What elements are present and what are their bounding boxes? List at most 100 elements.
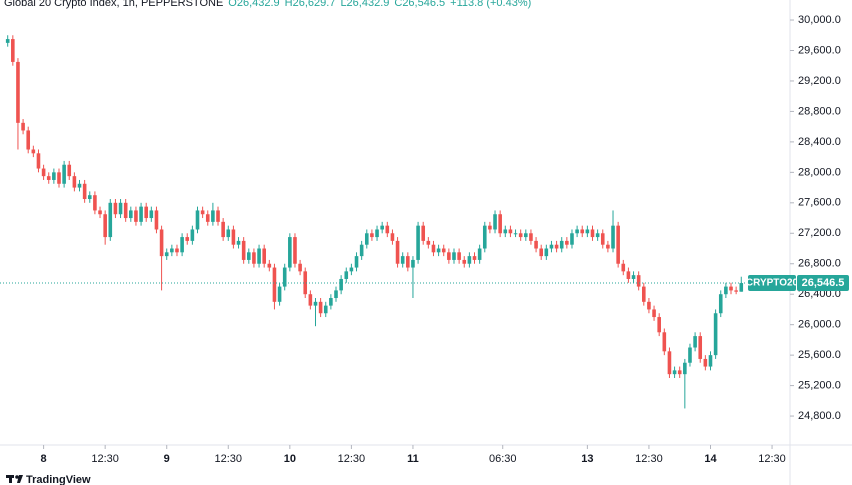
x-tick-label: 12:30 <box>758 453 786 465</box>
candle-body <box>559 240 564 249</box>
candle-body <box>621 263 626 272</box>
y-tick-label: 24,800.0 <box>798 410 841 422</box>
header-value: H26,629.7 <box>285 0 336 9</box>
x-tick-label: 06:30 <box>489 453 517 465</box>
candle-body <box>524 233 528 238</box>
candle-body <box>57 172 61 184</box>
candle-body <box>349 267 354 272</box>
candle-body <box>534 240 538 249</box>
candle-body <box>221 221 225 238</box>
candle-body <box>729 286 733 291</box>
candle-body <box>303 271 308 295</box>
candle-body <box>411 259 415 268</box>
candle-body <box>375 229 379 238</box>
candle-body <box>98 210 102 215</box>
x-tick-label: 12:30 <box>91 453 119 465</box>
candle-body <box>164 252 169 257</box>
candle-body <box>41 168 46 177</box>
candle-body <box>231 229 236 245</box>
y-tick-label: 25,200.0 <box>798 380 841 392</box>
candle-body <box>5 39 10 43</box>
candle-body <box>693 336 697 348</box>
candle-body <box>436 248 441 253</box>
candle-body <box>703 358 708 367</box>
candle-body <box>359 244 364 257</box>
candle-body <box>216 210 220 222</box>
candle-body <box>123 202 128 219</box>
y-tick-label: 27,200.0 <box>798 227 841 239</box>
brand-logo <box>6 475 23 483</box>
chart-header: Global 20 Crypto Index, 1h, PEPPERSTONE O… <box>4 0 531 9</box>
candle-body <box>539 248 544 257</box>
candle-body <box>580 229 585 234</box>
y-tick-label: 29,200.0 <box>798 75 841 87</box>
candle-body <box>134 210 138 222</box>
candle-body <box>241 240 246 260</box>
candle-body <box>21 122 25 131</box>
candle-body <box>26 130 31 150</box>
candle-body <box>641 286 646 302</box>
candle-body <box>462 259 467 264</box>
candle-body <box>575 229 579 234</box>
candle-body <box>267 263 272 268</box>
candle-body <box>503 229 508 234</box>
candle-body <box>329 298 333 306</box>
candle-body <box>713 313 718 356</box>
candle-body <box>416 225 420 260</box>
candle-body <box>724 286 728 295</box>
candle-body <box>431 244 436 253</box>
candle-body <box>77 183 82 188</box>
candle-body <box>626 271 631 279</box>
candle-body <box>308 294 313 306</box>
candle-body <box>16 61 20 123</box>
candle-body <box>139 206 143 222</box>
x-tick-label: 8 <box>41 453 47 465</box>
candle-body <box>293 237 297 264</box>
candle-body <box>185 237 190 241</box>
y-tick-label: 30,000.0 <box>798 14 841 26</box>
header-value: +113.8 (+0.43%) <box>450 0 531 9</box>
candle-body <box>236 240 241 245</box>
candle-body <box>739 283 744 292</box>
candle-body <box>282 267 287 287</box>
candle-body <box>554 244 559 249</box>
candle-body <box>457 252 461 260</box>
x-tick-label: 14 <box>704 453 717 465</box>
candle-body <box>529 233 533 241</box>
candle-body <box>606 244 610 249</box>
candle-body <box>272 267 277 302</box>
candle-body <box>108 202 113 238</box>
y-tick-label: 27,600.0 <box>798 197 841 209</box>
candle-body <box>36 153 41 169</box>
candle-body <box>344 271 349 279</box>
candle-body <box>252 252 256 264</box>
candle-body <box>118 202 123 215</box>
candle-body <box>636 275 641 287</box>
candle-body <box>31 149 36 154</box>
candle-body <box>544 248 549 257</box>
candle-body <box>611 225 615 249</box>
candle-body <box>513 233 518 235</box>
candle-body <box>205 214 210 222</box>
candle-body <box>493 214 497 230</box>
y-tick-label: 26,800.0 <box>798 258 841 270</box>
x-tick-label: 11 <box>407 453 419 465</box>
candle-body <box>677 370 682 375</box>
candle-body <box>288 237 292 268</box>
candle-body <box>334 290 338 299</box>
x-tick-label: 12:30 <box>215 453 243 465</box>
candle-body <box>482 225 487 249</box>
candle-body <box>734 290 738 292</box>
candle-body <box>46 176 51 180</box>
header-value: C26,546.5 <box>394 0 445 9</box>
candle-body <box>190 229 195 241</box>
candle-body <box>87 195 92 200</box>
candle-body <box>441 248 446 253</box>
candle-body <box>395 240 400 264</box>
candle-body <box>565 240 569 245</box>
candle-body <box>67 164 72 177</box>
candle-body <box>385 225 390 234</box>
candle-body <box>570 233 574 245</box>
candle-body <box>154 210 159 230</box>
candle-body <box>467 256 472 264</box>
